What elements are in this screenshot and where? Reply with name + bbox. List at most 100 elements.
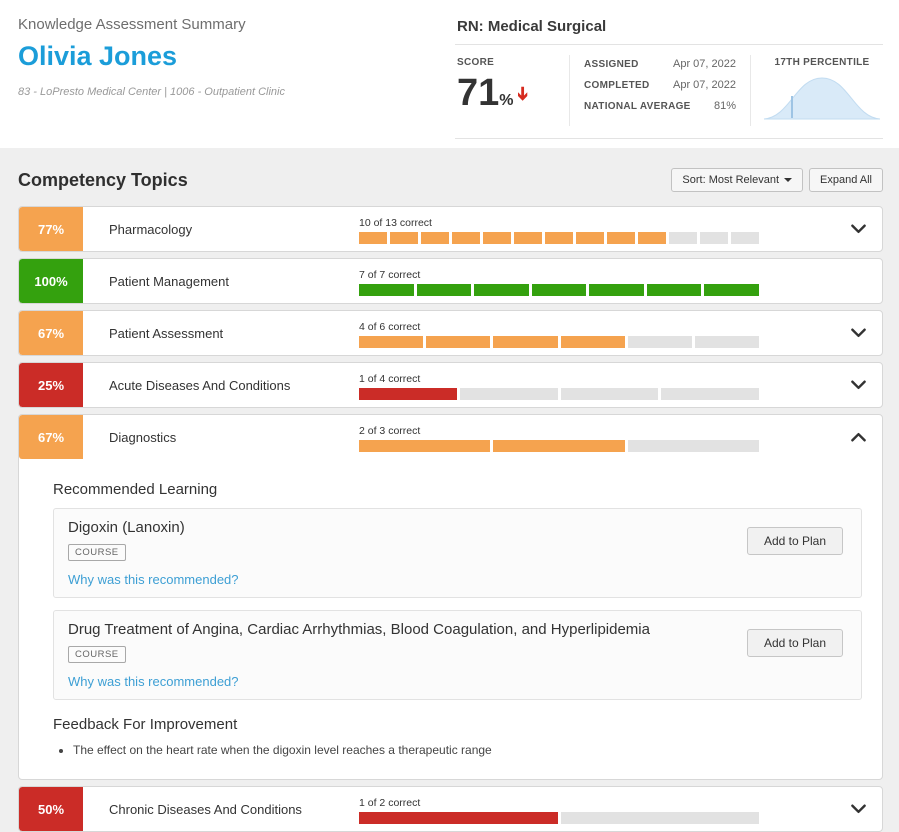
chevron-up-icon[interactable]	[851, 432, 866, 442]
topic-row[interactable]: 67% Diagnostics 2 of 3 correct	[19, 415, 882, 459]
progress-segment	[607, 231, 635, 244]
topics-controls: Sort: Most Relevant Expand All	[671, 168, 883, 192]
progress-segment	[700, 231, 728, 244]
progress-segment	[359, 283, 414, 296]
topic-row[interactable]: 25% Acute Diseases And Conditions 1 of 4…	[19, 363, 882, 407]
course-main: Digoxin (Lanoxin) COURSE Why was this re…	[68, 519, 239, 587]
topic-progress-bar	[359, 335, 760, 348]
chevron-down-icon[interactable]	[851, 224, 866, 234]
topics-section-title: Competency Topics	[18, 169, 188, 190]
progress-segment	[531, 283, 587, 296]
score-value-line: 71%➔	[457, 72, 569, 115]
student-info-block: Knowledge Assessment Summary Olivia Jone…	[18, 12, 285, 148]
topic-progress-area: 10 of 13 correct	[359, 215, 882, 244]
progress-segment	[493, 335, 558, 348]
recommended-learning-title: Recommended Learning	[53, 481, 218, 498]
topic-row[interactable]: 77% Pharmacology 10 of 13 correct	[19, 207, 882, 251]
topic-row[interactable]: 100% Patient Management 7 of 7 correct	[19, 259, 882, 303]
progress-segment	[474, 283, 529, 296]
topic-progress-label: 7 of 7 correct	[359, 268, 421, 281]
progress-segment	[493, 439, 625, 452]
score-unit: %	[499, 92, 514, 109]
topic-progress-bar	[359, 811, 759, 824]
topic-score-badge: 25%	[19, 363, 83, 407]
topic-progress-label: 1 of 4 correct	[359, 372, 421, 385]
why-recommended-link[interactable]: Why was this recommended?	[68, 572, 239, 587]
progress-segment	[359, 811, 558, 824]
topic-name: Pharmacology	[109, 221, 193, 237]
topic-progress-area: 1 of 4 correct	[359, 371, 882, 400]
chevron-down-icon[interactable]	[851, 380, 866, 390]
topic-progress-label: 1 of 2 correct	[359, 796, 421, 809]
national-average-value: 81%	[713, 100, 736, 112]
topics-header: Competency Topics Sort: Most Relevant Ex…	[18, 168, 883, 192]
assigned-row: ASSIGNED Apr 07, 2022	[584, 58, 736, 70]
topic-progress-label: 10 of 13 correct	[359, 216, 432, 229]
score-panel: SCORE 71%➔ ASSIGNED Apr 07, 2022 COMPLET…	[455, 45, 883, 139]
progress-segment	[483, 231, 511, 244]
progress-segment	[576, 231, 604, 244]
topic-progress-area: 7 of 7 correct	[359, 267, 882, 296]
progress-segment	[390, 231, 418, 244]
progress-segment	[627, 335, 692, 348]
progress-segment	[359, 231, 387, 244]
assessment-dates-block: ASSIGNED Apr 07, 2022 COMPLETED Apr 07, …	[569, 55, 751, 126]
progress-segment	[560, 387, 659, 400]
score-label: SCORE	[457, 57, 495, 68]
percentile-block: 17TH PERCENTILE	[751, 55, 883, 126]
course-card: Digoxin (Lanoxin) COURSE Why was this re…	[53, 508, 862, 598]
sort-button[interactable]: Sort: Most Relevant	[671, 168, 804, 192]
expand-all-button[interactable]: Expand All	[809, 168, 883, 192]
chevron-down-icon[interactable]	[851, 804, 866, 814]
course-main: Drug Treatment of Angina, Cardiac Arrhyt…	[68, 621, 650, 689]
topics-list: 77% Pharmacology 10 of 13 correct 100% P…	[18, 206, 883, 832]
topic-name: Patient Management	[109, 273, 229, 289]
course-card: Drug Treatment of Angina, Cardiac Arrhyt…	[53, 610, 862, 700]
course-type-badge: COURSE	[68, 646, 126, 663]
topic-score-badge: 77%	[19, 207, 83, 251]
topic-row[interactable]: 50% Chronic Diseases And Conditions 1 of…	[19, 787, 882, 831]
feedback-list: The effect on the heart rate when the di…	[73, 743, 862, 757]
completed-label: COMPLETED	[584, 80, 650, 91]
course-title: Drug Treatment of Angina, Cardiac Arrhyt…	[68, 621, 650, 638]
course-title: Digoxin (Lanoxin)	[68, 519, 185, 536]
topic-expanded-panel: Recommended Learning Digoxin (Lanoxin) C…	[19, 459, 882, 779]
recommended-courses-list: Digoxin (Lanoxin) COURSE Why was this re…	[53, 508, 862, 700]
score-value: 71	[457, 72, 500, 114]
progress-segment	[514, 231, 542, 244]
topic-score-badge: 67%	[19, 415, 83, 459]
progress-segment	[359, 335, 424, 348]
progress-segment	[359, 439, 491, 452]
topic-progress-bar	[359, 387, 759, 400]
topic-card: 67% Diagnostics 2 of 3 correct Recommend…	[18, 414, 883, 780]
topic-progress-bar	[359, 231, 759, 244]
page-subtitle: Knowledge Assessment Summary	[18, 16, 246, 33]
add-to-plan-button[interactable]: Add to Plan	[746, 527, 843, 555]
feedback-item: The effect on the heart rate when the di…	[73, 743, 862, 757]
topic-card: 77% Pharmacology 10 of 13 correct	[18, 206, 883, 252]
topic-progress-label: 4 of 6 correct	[359, 320, 421, 333]
progress-segment	[646, 283, 702, 296]
assessment-title: RN: Medical Surgical	[455, 18, 883, 45]
main-content: Competency Topics Sort: Most Relevant Ex…	[0, 148, 899, 832]
add-to-plan-button[interactable]: Add to Plan	[746, 629, 843, 657]
progress-segment	[421, 231, 449, 244]
progress-segment	[669, 231, 697, 244]
chevron-down-icon[interactable]	[851, 328, 866, 338]
topic-name: Diagnostics	[109, 429, 177, 445]
page-header: Knowledge Assessment Summary Olivia Jone…	[0, 0, 899, 148]
progress-segment	[638, 231, 666, 244]
student-name: Olivia Jones	[18, 41, 178, 71]
progress-segment	[704, 283, 760, 296]
progress-segment	[589, 283, 644, 296]
topic-progress-bar	[359, 439, 759, 452]
topic-card: 100% Patient Management 7 of 7 correct	[18, 258, 883, 304]
topic-row[interactable]: 67% Patient Assessment 4 of 6 correct	[19, 311, 882, 355]
topic-score-badge: 50%	[19, 787, 83, 831]
assigned-label: ASSIGNED	[584, 59, 639, 70]
why-recommended-link[interactable]: Why was this recommended?	[68, 674, 239, 689]
national-average-label: NATIONAL AVERAGE	[584, 101, 691, 112]
topic-name: Patient Assessment	[109, 325, 224, 341]
progress-segment	[452, 231, 480, 244]
completed-row: COMPLETED Apr 07, 2022	[584, 79, 736, 91]
